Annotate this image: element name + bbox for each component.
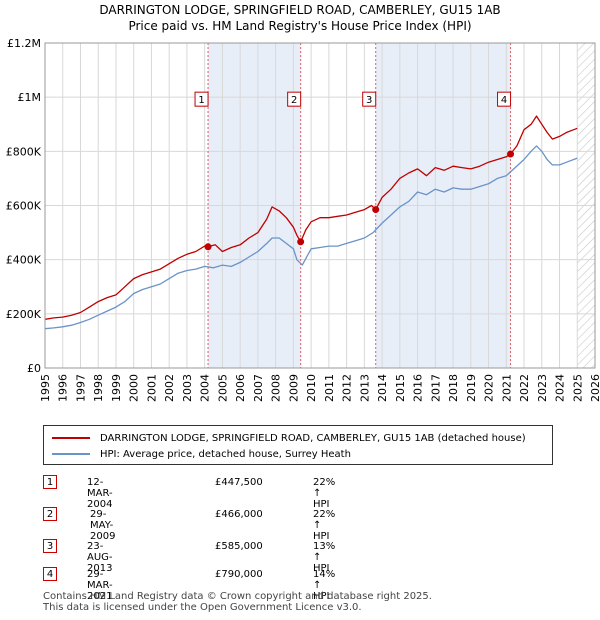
x-tick-label: 2022 (518, 374, 531, 402)
x-tick-label: 2004 (199, 374, 212, 402)
row-number-badge: 1 (43, 475, 57, 489)
x-tick-label: 2003 (181, 374, 194, 402)
marker-badge (287, 91, 302, 107)
row-date: 12-MAR-2004 (87, 477, 113, 510)
row-number-badge: 2 (43, 507, 57, 521)
x-tick-label: 2026 (589, 374, 600, 402)
x-tick-label: 2000 (128, 374, 141, 402)
row-number-badge: 3 (43, 539, 57, 553)
chart-subtitle: Price paid vs. HM Land Registry's House … (128, 19, 472, 33)
legend-item-hpi: HPI: Average price, detached house, Surr… (52, 447, 351, 461)
footer-copyright: Contains HM Land Registry data © Crown c… (43, 591, 432, 602)
y-tick-label: £1M (18, 91, 42, 104)
x-tick-label: 2006 (234, 374, 247, 402)
marker-badge-label: 1 (198, 95, 204, 106)
row-price: £466,000 (215, 509, 263, 520)
row-number-badge: 4 (43, 567, 57, 581)
x-tick-label: 2017 (429, 374, 442, 402)
price-chart: 1 2 3 4 1995 1996 1997 1998 1999 2000 2001 2002 200… (6, 37, 600, 402)
y-tick-label: £0 (27, 362, 41, 375)
series-line-hpi (44, 145, 578, 330)
row-date: 29-MAY-2009 (90, 509, 116, 542)
x-tick-label: 2019 (465, 374, 478, 402)
x-tick-label: 2005 (216, 374, 229, 402)
legend-item-property: DARRINGTON LODGE, SPRINGFIELD ROAD, CAMB… (52, 431, 526, 445)
sale-point (204, 243, 212, 251)
row-price: £585,000 (215, 541, 263, 552)
x-tick-label: 1998 (92, 374, 105, 402)
x-tick-label: 2012 (341, 374, 354, 402)
x-tick-label: 1995 (39, 374, 52, 402)
row-date: 23-AUG-2013 (87, 541, 113, 574)
x-tick-label: 2021 (500, 374, 513, 402)
y-tick-label: £400K (6, 254, 42, 267)
x-tick-label: 2011 (323, 374, 336, 402)
x-tick-label: 2023 (536, 374, 549, 402)
row-price: £790,000 (215, 569, 263, 580)
marker-badge-label: 3 (366, 95, 372, 106)
footer-license: This data is licensed under the Open Gov… (43, 602, 362, 613)
y-tick-label: £600K (6, 200, 42, 213)
x-tick-label: 2008 (270, 374, 283, 402)
chart-title: DARRINGTON LODGE, SPRINGFIELD ROAD, CAMB… (99, 3, 501, 17)
y-tick-label: £1.2M (7, 37, 41, 50)
row-date: 29-MAR-2021 (87, 569, 113, 602)
marker-badge (497, 91, 512, 107)
x-tick-label: 2007 (252, 374, 265, 402)
x-tick-label: 2016 (412, 374, 425, 402)
x-tick-label: 2020 (483, 374, 496, 402)
x-tick-label: 2015 (394, 374, 407, 402)
x-tick-label: 2014 (376, 374, 389, 402)
legend-swatch-blue (52, 453, 90, 455)
marker-badge (194, 91, 209, 107)
x-tick-label: 2013 (358, 374, 371, 402)
x-tick-label: 1997 (74, 374, 87, 402)
marker-badge-label: 2 (291, 95, 297, 106)
row-price: £447,500 (215, 477, 263, 488)
legend-label-hpi: HPI: Average price, detached house, Surr… (100, 448, 351, 460)
x-tick-label: 2009 (287, 374, 300, 402)
x-tick-label: 2024 (554, 374, 567, 402)
x-tick-label: 2001 (145, 374, 158, 402)
y-tick-label: £800K (6, 145, 42, 158)
legend-label-property: DARRINGTON LODGE, SPRINGFIELD ROAD, CAMB… (100, 432, 526, 444)
row-hpi: 13% ↑ HPI (313, 541, 336, 574)
row-hpi: 14% ↑ HPI (313, 569, 336, 602)
row-hpi: 22% ↑ HPI (313, 509, 336, 542)
y-tick-label: £200K (6, 308, 42, 321)
x-tick-label: 1996 (57, 374, 70, 402)
x-tick-label: 1999 (110, 374, 123, 402)
plot-frame (44, 42, 596, 369)
row-hpi: 22% ↑ HPI (313, 477, 336, 510)
legend-swatch-red (52, 437, 90, 439)
x-tick-label: 2002 (163, 374, 176, 402)
legend: DARRINGTON LODGE, SPRINGFIELD ROAD, CAMB… (43, 425, 553, 465)
marker-badge-label: 4 (501, 95, 507, 106)
sale-point (507, 150, 515, 158)
sale-point (297, 238, 305, 246)
marker-badge (362, 91, 377, 107)
x-tick-label: 2025 (571, 374, 584, 402)
sale-point (372, 206, 380, 214)
x-tick-label: 2010 (305, 374, 318, 402)
x-tick-label: 2018 (447, 374, 460, 402)
